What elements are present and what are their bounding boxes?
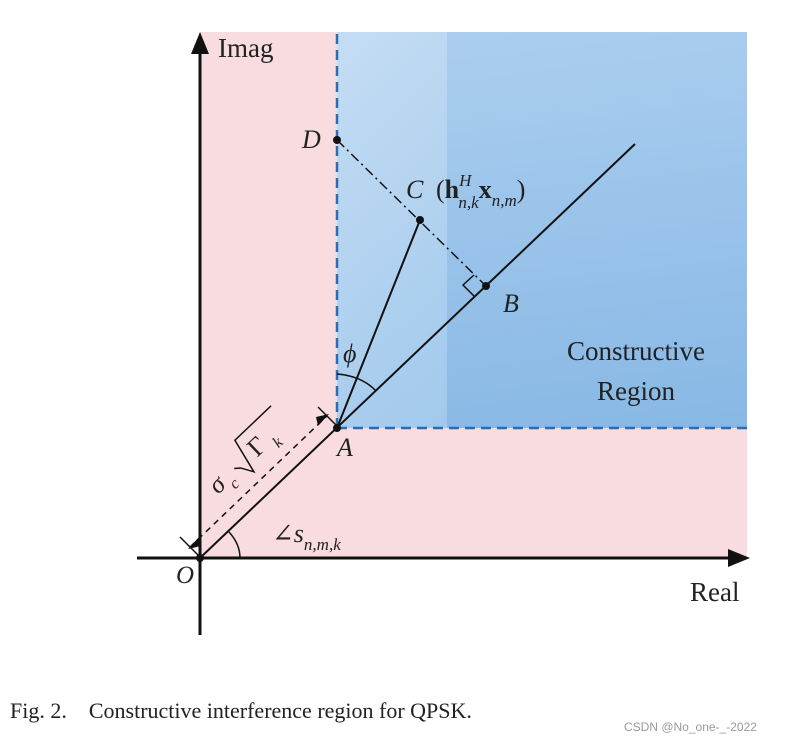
right-angle-marker: [461, 274, 475, 297]
phi-angle-arc: [336, 373, 377, 392]
figure-caption: Fig. 2. Constructive interference region …: [10, 698, 472, 724]
figure-caption-text: Constructive interference region for QPS…: [88, 698, 472, 723]
point-b-label: B: [503, 289, 519, 318]
imag-axis-label: Imag: [218, 33, 273, 63]
region-label-line2: Region: [597, 376, 675, 406]
real-axis-arrow: [728, 549, 750, 567]
real-axis-label: Real: [690, 577, 739, 607]
point-d: [333, 136, 341, 144]
imag-axis-arrow: [191, 32, 209, 54]
point-a-label: A: [335, 433, 353, 462]
perpendicular-dd-line: [336, 139, 487, 287]
figure-number: Fig. 2.: [10, 698, 67, 723]
qpsk-constructive-region-diagram: Imag Real O A B D C (hH n,kxn,m) ϕ ∠sn,m,…: [137, 32, 750, 635]
line-a-c: [336, 219, 421, 429]
point-d-label: D: [301, 125, 321, 154]
sqrt-radical: [233, 405, 272, 474]
angle-label: ∠sn,m,k: [272, 519, 341, 554]
phi-label: ϕ: [343, 339, 356, 368]
point-o: [196, 554, 204, 562]
dimension-arrow-end: [316, 414, 329, 426]
region-label-line1: Constructive: [567, 336, 705, 366]
dimension-line: [189, 415, 328, 548]
dimension-tick-a: [317, 406, 339, 428]
origin-angle-arc: [228, 531, 241, 559]
watermark: CSDN @No_one-_-2022: [624, 720, 757, 734]
point-c-label: C: [406, 175, 424, 204]
point-b: [482, 282, 490, 290]
c-expression: (hH n,kxn,m): [436, 171, 525, 212]
origin-label: O: [176, 562, 194, 589]
constructive-region-shade: [447, 32, 747, 428]
point-c: [416, 216, 424, 224]
dimension-tick-origin: [179, 536, 201, 558]
phase-ray: [199, 143, 636, 559]
point-a: [333, 424, 341, 432]
dimension-arrow-start: [188, 537, 201, 549]
